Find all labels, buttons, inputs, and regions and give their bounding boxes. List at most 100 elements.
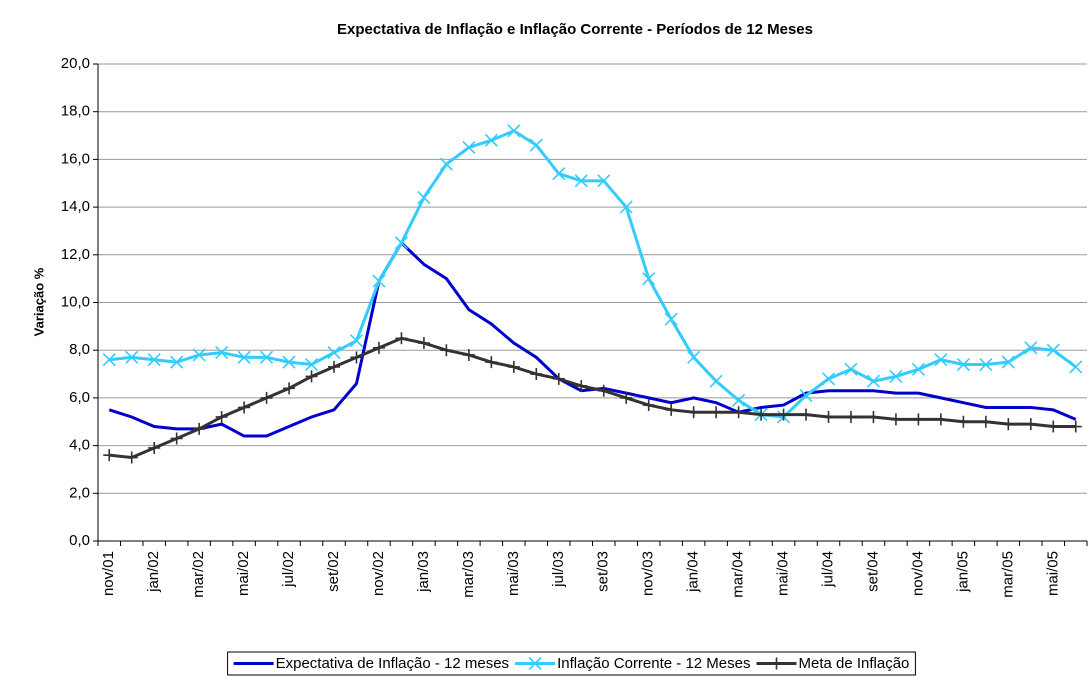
marker	[507, 360, 520, 373]
marker	[664, 312, 678, 326]
marker	[732, 406, 745, 419]
marker	[710, 406, 723, 419]
marker	[755, 408, 768, 421]
x-tick-label: jan/03	[415, 551, 432, 593]
marker	[282, 355, 296, 369]
y-tick-label: 6,0	[69, 389, 90, 406]
marker	[1002, 418, 1015, 431]
marker	[507, 124, 521, 138]
y-tick-label: 20,0	[61, 55, 90, 72]
x-tick-label: nov/01	[100, 551, 117, 596]
marker	[440, 344, 453, 357]
x-tick-label: mai/03	[505, 551, 522, 596]
marker	[597, 384, 610, 397]
x-tick-label: mai/05	[1044, 551, 1061, 596]
marker	[979, 415, 992, 428]
marker	[979, 357, 993, 372]
marker	[552, 167, 566, 181]
marker	[687, 406, 700, 419]
marker	[822, 410, 835, 423]
marker	[462, 348, 475, 361]
marker	[1047, 420, 1060, 433]
marker	[1024, 418, 1037, 431]
marker	[1001, 355, 1015, 369]
legend: Expectativa de Inflação - 12 meses Inflaç…	[227, 651, 916, 676]
marker	[237, 350, 251, 364]
marker	[619, 200, 633, 214]
marker	[125, 451, 138, 464]
marker	[957, 415, 970, 428]
marker	[485, 356, 498, 369]
marker	[777, 408, 790, 421]
marker	[439, 157, 453, 171]
y-tick-label: 10,0	[61, 293, 90, 310]
marker	[304, 357, 319, 372]
y-axis-label: Variação %	[31, 267, 46, 336]
marker	[193, 422, 206, 435]
marker	[395, 332, 408, 345]
marker	[889, 369, 903, 384]
marker	[770, 657, 783, 670]
marker	[687, 350, 701, 364]
x-tick-label: mai/02	[235, 551, 252, 596]
marker	[620, 391, 633, 404]
x-tick-label: mai/04	[775, 551, 792, 596]
x-tick-label: nov/02	[370, 551, 387, 596]
marker	[665, 403, 678, 416]
x-tick-label: jan/02	[145, 551, 162, 593]
marker	[844, 410, 857, 423]
marker	[642, 399, 655, 412]
marker	[215, 346, 229, 360]
marker	[283, 382, 296, 395]
marker	[597, 174, 611, 188]
legend-box	[227, 651, 916, 676]
marker	[821, 372, 836, 386]
marker	[800, 408, 813, 421]
marker	[1046, 343, 1060, 357]
marker	[170, 432, 183, 445]
x-tick-label: jan/04	[685, 551, 702, 593]
marker	[417, 190, 431, 205]
marker	[934, 353, 948, 367]
x-tick-label: set/03	[595, 551, 612, 592]
marker	[484, 133, 498, 147]
legend-label: Inflação Corrente - 12 Meses	[557, 655, 750, 672]
y-tick-label: 4,0	[69, 437, 90, 454]
x-tick-label: nov/03	[640, 551, 657, 596]
marker	[260, 391, 273, 404]
legend-label: Meta de Inflação	[799, 655, 910, 672]
legend-label: Expectativa de Inflação - 12 meses	[276, 655, 509, 672]
marker	[575, 379, 588, 392]
x-tick-label: jul/03	[550, 551, 567, 588]
marker	[709, 374, 723, 388]
marker	[192, 348, 206, 362]
marker	[1024, 341, 1038, 355]
x-tick-label: mar/02	[190, 551, 207, 598]
x-tick-label: jul/04	[819, 551, 836, 588]
marker	[1069, 360, 1083, 374]
y-tick-label: 2,0	[69, 484, 90, 501]
x-tick-label: nov/04	[909, 551, 926, 596]
y-tick-label: 16,0	[61, 150, 90, 167]
marker	[103, 449, 116, 462]
marker	[530, 368, 543, 381]
marker	[552, 372, 565, 385]
marker	[1069, 420, 1082, 433]
x-tick-label: mar/03	[460, 551, 477, 598]
marker	[102, 353, 116, 367]
x-tick-label: mar/05	[999, 551, 1016, 598]
series-line	[108, 240, 1077, 438]
marker	[844, 362, 858, 376]
chart-title: Expectativa de Inflação e Inflação Corre…	[337, 21, 813, 38]
marker	[911, 362, 925, 376]
marker	[238, 401, 251, 414]
y-tick-label: 12,0	[61, 246, 90, 263]
marker	[934, 413, 947, 426]
marker	[912, 413, 925, 426]
x-tick-label: set/04	[864, 551, 881, 592]
marker	[866, 374, 881, 388]
marker	[148, 441, 161, 454]
marker	[349, 334, 364, 348]
marker	[350, 351, 363, 364]
